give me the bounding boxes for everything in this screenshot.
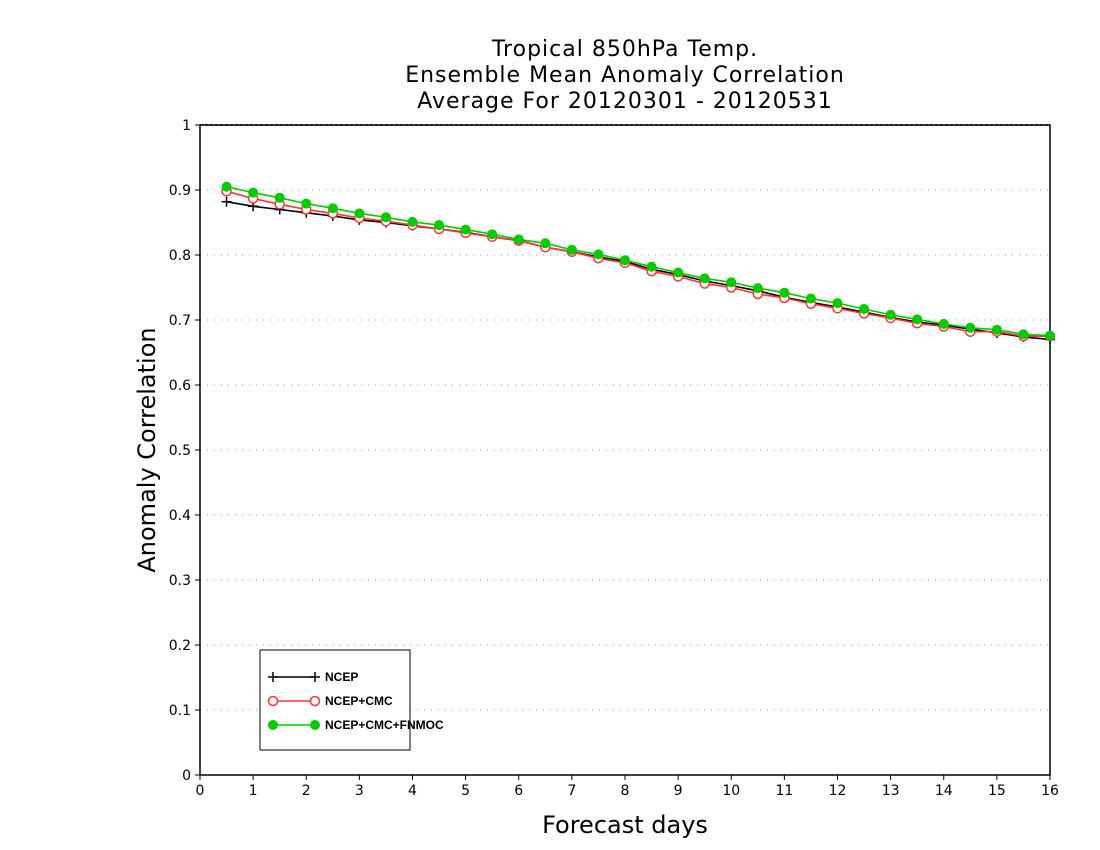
series-2-point-28 bbox=[965, 322, 976, 333]
series-2-point-6 bbox=[380, 212, 391, 223]
series-2-point-11 bbox=[513, 234, 524, 245]
series-2-point-7 bbox=[407, 216, 418, 227]
x-tick-label-6: 6 bbox=[514, 783, 523, 799]
legend-marker-end-1 bbox=[309, 695, 321, 707]
series-2-point-30 bbox=[1018, 329, 1029, 340]
x-tick-label-13: 13 bbox=[882, 783, 900, 799]
x-tick-label-16: 16 bbox=[1041, 783, 1059, 799]
axis-ticks: 00.10.20.30.40.50.60.70.80.910 1 2 3 4 5 6 7 8 9 1… bbox=[169, 118, 1059, 799]
series-2-point-14 bbox=[593, 249, 604, 260]
series-2-point-29 bbox=[991, 324, 1002, 335]
y-tick-label-4: 0.4 bbox=[169, 508, 191, 524]
x-tick-label-3: 3 bbox=[355, 783, 364, 799]
legend-marker-start-1 bbox=[267, 695, 279, 707]
series-2-point-20 bbox=[752, 283, 763, 294]
series-2-point-26 bbox=[912, 314, 923, 325]
y-tick-label-8: 0.8 bbox=[169, 248, 191, 264]
series-line-2 bbox=[226, 186, 1051, 337]
series-2-point-13 bbox=[566, 244, 577, 255]
y-tick-label-6: 0.6 bbox=[169, 378, 191, 394]
legend-marker-start-0 bbox=[268, 672, 278, 682]
x-tick-label-4: 4 bbox=[408, 783, 417, 799]
series-0-point-0 bbox=[221, 196, 232, 207]
y-tick-label-3: 0.3 bbox=[169, 573, 191, 589]
y-tick-label-10: 1 bbox=[182, 118, 191, 134]
x-tick-label-1: 1 bbox=[249, 783, 258, 799]
series-2-point-19 bbox=[726, 277, 737, 288]
x-tick-label-0: 0 bbox=[196, 783, 205, 799]
series-2-point-0 bbox=[221, 181, 232, 192]
series-2-point-12 bbox=[540, 238, 551, 249]
y-axis-title: Anomaly Correlation bbox=[133, 327, 161, 572]
series-2-point-22 bbox=[805, 293, 816, 304]
chart-title-line-3: Average For 20120301 - 20120531 bbox=[417, 89, 833, 114]
x-tick-label-2: 2 bbox=[302, 783, 311, 799]
series-2-point-27 bbox=[938, 318, 949, 329]
x-tick-label-8: 8 bbox=[621, 783, 630, 799]
series-2 bbox=[221, 181, 1055, 341]
series-2-point-9 bbox=[460, 224, 471, 235]
legend-marker-end-2 bbox=[310, 720, 320, 730]
series-2-point-23 bbox=[832, 298, 843, 309]
y-tick-label-9: 0.9 bbox=[169, 183, 191, 199]
series-2-point-15 bbox=[620, 255, 630, 266]
series-2-point-18 bbox=[699, 273, 710, 284]
x-tick-label-9: 9 bbox=[674, 783, 683, 799]
y-tick-label-2: 0.2 bbox=[169, 638, 191, 654]
x-axis-title: Forecast days bbox=[542, 811, 708, 839]
series-2-point-1 bbox=[248, 187, 259, 198]
x-tick-label-12: 12 bbox=[829, 783, 847, 799]
x-tick-label-5: 5 bbox=[461, 783, 470, 799]
legend-entry-2: NCEP+CMC+FNMOC bbox=[268, 718, 444, 732]
series-2-point-10 bbox=[487, 229, 498, 240]
x-tick-label-10: 10 bbox=[722, 783, 740, 799]
series-layer bbox=[221, 181, 1056, 345]
legend: NCEP NCEP+CMC NCEP+CMC+FNMOC bbox=[259, 649, 444, 751]
legend-entry-0: NCEP bbox=[268, 670, 358, 684]
series-2-point-25 bbox=[885, 309, 896, 320]
legend-label-2: NCEP+CMC+FNMOC bbox=[325, 718, 444, 732]
x-tick-label-7: 7 bbox=[567, 783, 576, 799]
chart-title-line-1: Tropical 850hPa Temp. bbox=[491, 37, 759, 62]
series-2-point-21 bbox=[779, 287, 790, 298]
series-2-point-5 bbox=[354, 208, 365, 219]
legend-marker-end-0 bbox=[310, 672, 320, 682]
x-tick-label-11: 11 bbox=[775, 783, 793, 799]
legend-entry-1: NCEP+CMC bbox=[267, 694, 393, 708]
legend-label-0: NCEP bbox=[325, 670, 358, 684]
y-tick-label-1: 0.1 bbox=[169, 703, 191, 719]
x-tick-label-14: 14 bbox=[935, 783, 953, 799]
y-tick-label-7: 0.7 bbox=[169, 313, 191, 329]
x-tick-label-15: 15 bbox=[988, 783, 1006, 799]
y-tick-label-5: 0.5 bbox=[169, 443, 191, 459]
series-2-point-16 bbox=[646, 261, 657, 272]
series-2-point-24 bbox=[859, 303, 870, 314]
chart-title-line-2: Ensemble Mean Anomaly Correlation bbox=[405, 63, 845, 88]
series-2-point-17 bbox=[673, 267, 684, 278]
series-2-point-4 bbox=[327, 203, 338, 214]
series-line-0 bbox=[226, 200, 1051, 341]
y-tick-label-0: 0 bbox=[182, 768, 191, 784]
legend-marker-start-2 bbox=[268, 720, 278, 730]
series-2-point-8 bbox=[434, 220, 445, 231]
series-2-point-2 bbox=[274, 192, 285, 203]
series-2-point-3 bbox=[301, 198, 312, 209]
legend-box bbox=[259, 649, 411, 751]
legend-label-1: NCEP+CMC bbox=[325, 694, 393, 708]
series-2-point-31 bbox=[1045, 330, 1055, 341]
